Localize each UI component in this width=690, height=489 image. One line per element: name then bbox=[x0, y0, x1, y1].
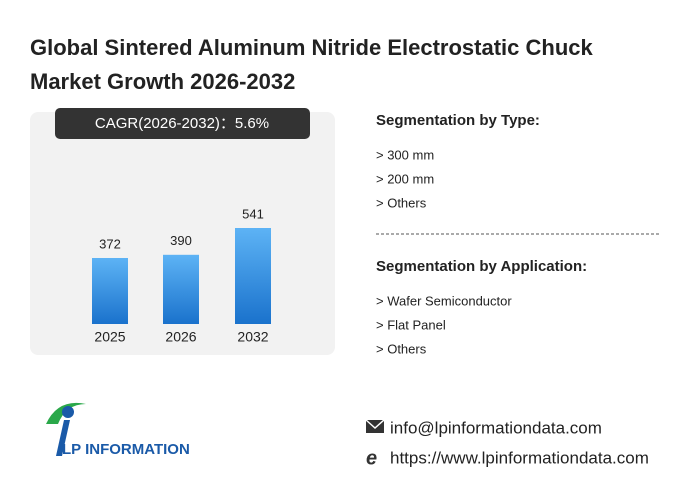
value-label: 541 bbox=[242, 206, 264, 221]
logo-dot bbox=[62, 406, 74, 418]
logo-swoosh bbox=[46, 402, 86, 424]
x-tick-label: 2032 bbox=[237, 329, 268, 345]
x-tick-label: 2025 bbox=[94, 329, 125, 345]
website: https://www.lpinformationdata.com bbox=[390, 448, 649, 467]
segment-item: > Wafer Semiconductor bbox=[376, 293, 512, 308]
segment-heading: Segmentation by Application: bbox=[376, 258, 587, 275]
segment-item: > Flat Panel bbox=[376, 317, 446, 332]
title: Global Sintered Aluminum Nitride Electro… bbox=[30, 35, 593, 60]
logo: LP INFORMATION bbox=[46, 402, 190, 458]
email-icon-flap bbox=[365, 419, 385, 430]
logo-text: LP INFORMATION bbox=[62, 441, 190, 458]
bar bbox=[92, 257, 128, 324]
email: info@lpinformationdata.com bbox=[390, 418, 602, 437]
segment-item: > 200 mm bbox=[376, 171, 434, 186]
bar bbox=[163, 254, 199, 324]
logo-stroke bbox=[56, 420, 70, 456]
segment-item: > Others bbox=[376, 341, 427, 356]
segment-item: > Others bbox=[376, 195, 427, 210]
segment-item: > 300 mm bbox=[376, 147, 434, 162]
bar bbox=[235, 228, 271, 324]
segment-heading: Segmentation by Type: bbox=[376, 112, 540, 129]
value-label: 390 bbox=[170, 233, 192, 248]
x-tick-label: 2026 bbox=[165, 329, 196, 345]
cagr-label: CAGR(2026-2032)：5.6% bbox=[95, 115, 269, 132]
web-icon: e bbox=[366, 447, 377, 469]
value-label: 372 bbox=[99, 236, 121, 251]
cagr-badge bbox=[55, 108, 310, 139]
title: Market Growth 2026-2032 bbox=[30, 69, 295, 94]
